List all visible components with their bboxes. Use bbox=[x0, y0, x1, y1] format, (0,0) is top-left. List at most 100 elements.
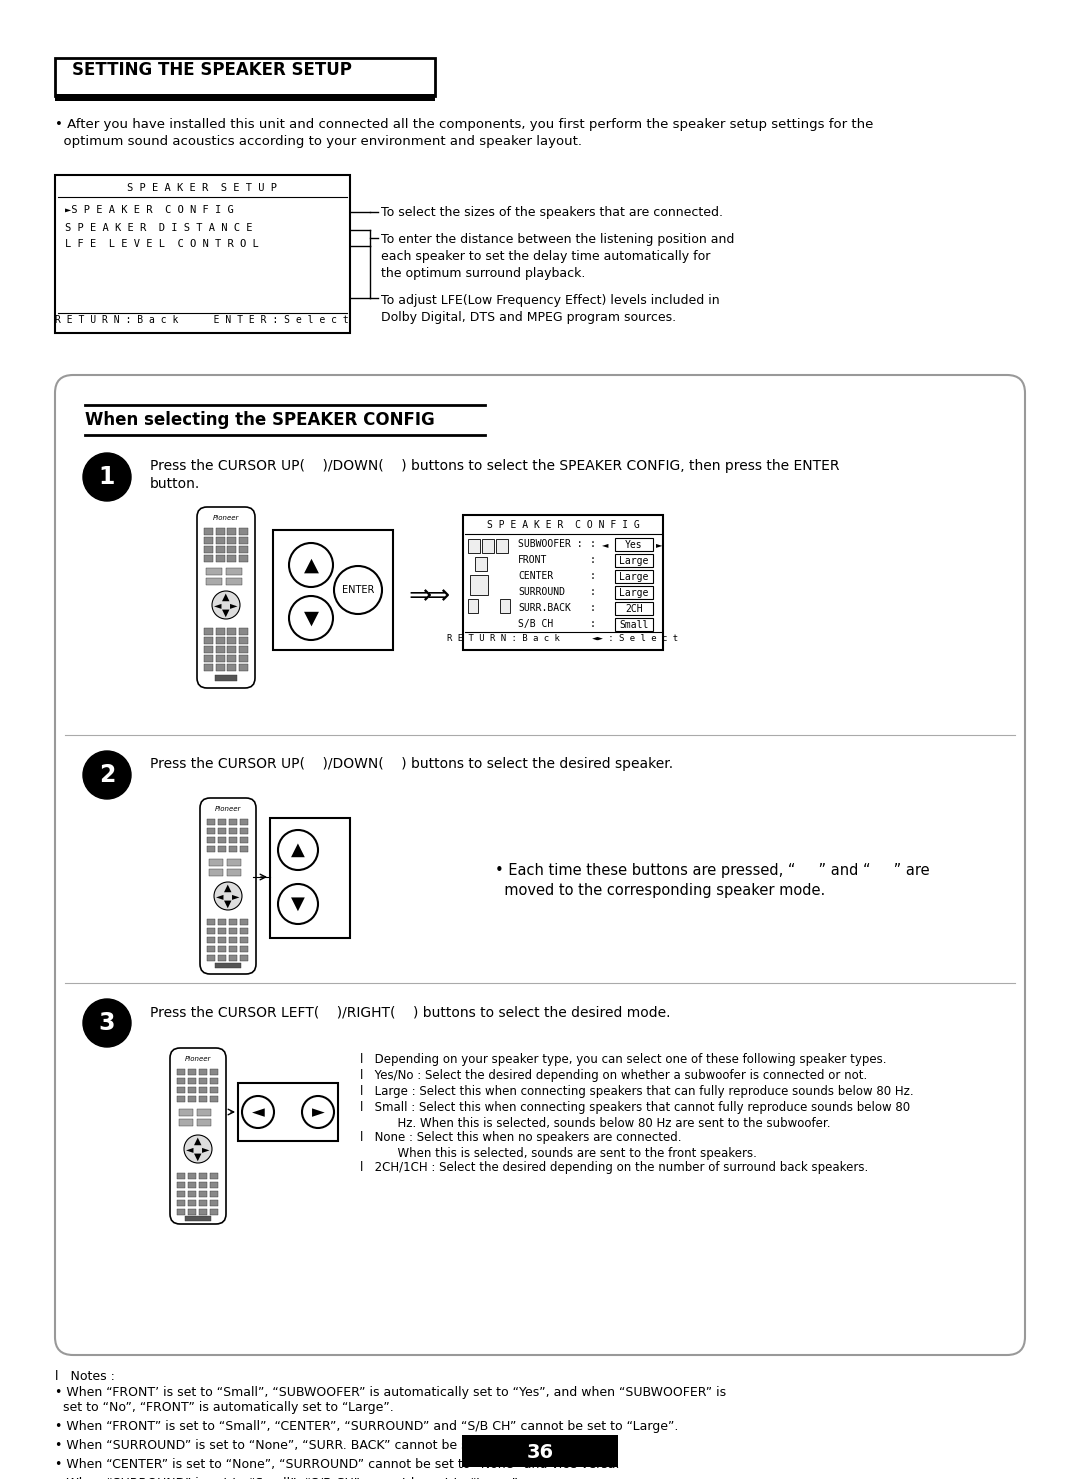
Text: Pioneer: Pioneer bbox=[215, 806, 241, 812]
Bar bbox=[215, 963, 241, 967]
Bar bbox=[177, 1199, 185, 1205]
Bar bbox=[227, 528, 237, 534]
Bar bbox=[500, 599, 510, 612]
Bar bbox=[239, 537, 247, 543]
Text: S P E A K E R  S E T U P: S P E A K E R S E T U P bbox=[127, 183, 276, 192]
FancyBboxPatch shape bbox=[170, 1049, 226, 1225]
Text: the optimum surround playback.: the optimum surround playback. bbox=[381, 268, 585, 280]
Bar bbox=[177, 1182, 185, 1188]
Bar bbox=[239, 646, 247, 652]
Text: l   Yes/No : Select the desired depending on whether a subwoofer is connected or: l Yes/No : Select the desired depending … bbox=[360, 1069, 867, 1083]
Text: ◄: ◄ bbox=[214, 600, 221, 609]
Bar bbox=[188, 1087, 195, 1093]
Bar bbox=[210, 859, 222, 867]
Text: :: : bbox=[590, 538, 596, 549]
Bar bbox=[199, 1078, 207, 1084]
Bar bbox=[197, 1109, 211, 1117]
Text: ▲: ▲ bbox=[222, 592, 230, 602]
FancyBboxPatch shape bbox=[55, 376, 1025, 1355]
Bar bbox=[239, 528, 247, 534]
Bar bbox=[177, 1069, 185, 1075]
Text: l   2CH/1CH : Select the desired depending on the number of surround back speake: l 2CH/1CH : Select the desired depending… bbox=[360, 1161, 868, 1174]
Text: button.: button. bbox=[150, 478, 200, 491]
Text: ▼: ▼ bbox=[303, 608, 319, 627]
Bar bbox=[270, 818, 350, 938]
Bar bbox=[215, 674, 237, 680]
Bar bbox=[55, 175, 350, 333]
Text: Large: Large bbox=[619, 556, 649, 566]
Bar bbox=[210, 1208, 218, 1216]
Bar bbox=[227, 655, 237, 661]
Bar bbox=[227, 870, 241, 876]
Bar bbox=[199, 1087, 207, 1093]
Text: When this is selected, sounds are sent to the front speakers.: When this is selected, sounds are sent t… bbox=[360, 1148, 757, 1160]
Text: Large: Large bbox=[619, 589, 649, 598]
Bar bbox=[482, 538, 494, 553]
Text: ENTER: ENTER bbox=[341, 586, 374, 595]
Text: :: : bbox=[590, 587, 596, 598]
Bar bbox=[188, 1199, 195, 1205]
Bar bbox=[210, 1199, 218, 1205]
Text: ►: ► bbox=[230, 600, 238, 609]
Text: set to “No”, “FRONT” is automatically set to “Large”.: set to “No”, “FRONT” is automatically se… bbox=[55, 1401, 394, 1414]
Text: Dolby Digital, DTS and MPEG program sources.: Dolby Digital, DTS and MPEG program sour… bbox=[381, 311, 676, 324]
Text: 2: 2 bbox=[98, 763, 116, 787]
Text: moved to the corresponding speaker mode.: moved to the corresponding speaker mode. bbox=[495, 883, 825, 898]
Bar bbox=[199, 1069, 207, 1075]
Text: ►: ► bbox=[202, 1143, 210, 1154]
Bar bbox=[204, 655, 213, 661]
Bar bbox=[218, 918, 226, 924]
Text: R E T U R N : B a c k      ◄► : S e l e c t: R E T U R N : B a c k ◄► : S e l e c t bbox=[447, 634, 678, 643]
Bar bbox=[210, 1096, 218, 1102]
Bar bbox=[240, 955, 248, 961]
Text: Press the CURSOR UP(    )/DOWN(    ) buttons to select the SPEAKER CONFIG, then : Press the CURSOR UP( )/DOWN( ) buttons t… bbox=[150, 458, 839, 473]
Text: :: : bbox=[590, 571, 596, 581]
Text: To enter the distance between the listening position and: To enter the distance between the listen… bbox=[381, 234, 734, 246]
Text: ►S P E A K E R  C O N F I G: ►S P E A K E R C O N F I G bbox=[65, 206, 233, 214]
Text: 1: 1 bbox=[98, 464, 116, 490]
Bar bbox=[204, 629, 213, 634]
Bar bbox=[615, 569, 653, 583]
Text: :: : bbox=[590, 620, 596, 629]
Text: l   Large : Select this when connecting speakers that can fully reproduce sounds: l Large : Select this when connecting sp… bbox=[360, 1086, 914, 1097]
Bar bbox=[229, 938, 237, 944]
Circle shape bbox=[83, 453, 131, 501]
Text: • When “FRONT” is set to “Small”, “CENTER”, “SURROUND” and “S/B CH” cannot be se: • When “FRONT” is set to “Small”, “CENTE… bbox=[55, 1420, 678, 1433]
Bar bbox=[218, 846, 226, 852]
Bar bbox=[218, 938, 226, 944]
Bar bbox=[239, 664, 247, 670]
Bar bbox=[227, 629, 237, 634]
Circle shape bbox=[83, 751, 131, 799]
Text: ►: ► bbox=[232, 890, 240, 901]
Bar bbox=[468, 538, 480, 553]
Bar bbox=[238, 1083, 338, 1140]
Bar bbox=[207, 947, 215, 952]
Text: ▲: ▲ bbox=[194, 1136, 202, 1146]
Text: 36: 36 bbox=[526, 1442, 554, 1461]
Text: • After you have installed this unit and connected all the components, you first: • After you have installed this unit and… bbox=[55, 118, 874, 132]
Bar bbox=[229, 918, 237, 924]
Text: Pioneer: Pioneer bbox=[213, 515, 239, 521]
Bar bbox=[197, 1120, 211, 1126]
Bar bbox=[188, 1078, 195, 1084]
Text: Pioneer: Pioneer bbox=[185, 1056, 212, 1062]
Text: ⇒: ⇒ bbox=[408, 583, 431, 609]
Bar bbox=[229, 828, 237, 834]
Circle shape bbox=[83, 998, 131, 1047]
Text: FRONT: FRONT bbox=[518, 555, 548, 565]
Bar bbox=[177, 1191, 185, 1197]
Circle shape bbox=[184, 1134, 212, 1162]
Bar bbox=[462, 1435, 618, 1467]
Bar bbox=[240, 938, 248, 944]
Text: To select the sizes of the speakers that are connected.: To select the sizes of the speakers that… bbox=[381, 206, 723, 219]
Text: L F E  L E V E L  C O N T R O L: L F E L E V E L C O N T R O L bbox=[65, 240, 259, 248]
Bar bbox=[204, 528, 213, 534]
Text: Large: Large bbox=[619, 572, 649, 583]
Text: 2CH: 2CH bbox=[625, 603, 643, 614]
Bar bbox=[179, 1120, 193, 1126]
Bar bbox=[216, 629, 225, 634]
Bar bbox=[188, 1096, 195, 1102]
Bar bbox=[216, 646, 225, 652]
Bar bbox=[188, 1182, 195, 1188]
Bar bbox=[239, 637, 247, 643]
